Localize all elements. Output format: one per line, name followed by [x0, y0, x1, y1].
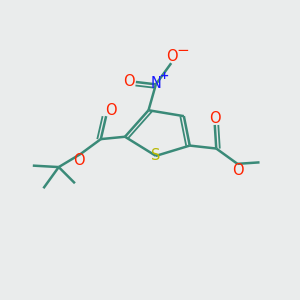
- Text: N: N: [151, 76, 162, 91]
- Text: O: O: [209, 111, 220, 126]
- Text: +: +: [160, 71, 169, 81]
- Text: O: O: [105, 103, 116, 118]
- Text: −: −: [177, 43, 189, 58]
- Text: O: O: [124, 74, 135, 89]
- Text: O: O: [166, 49, 178, 64]
- Text: S: S: [151, 148, 160, 164]
- Text: O: O: [232, 163, 244, 178]
- Text: O: O: [74, 153, 85, 168]
